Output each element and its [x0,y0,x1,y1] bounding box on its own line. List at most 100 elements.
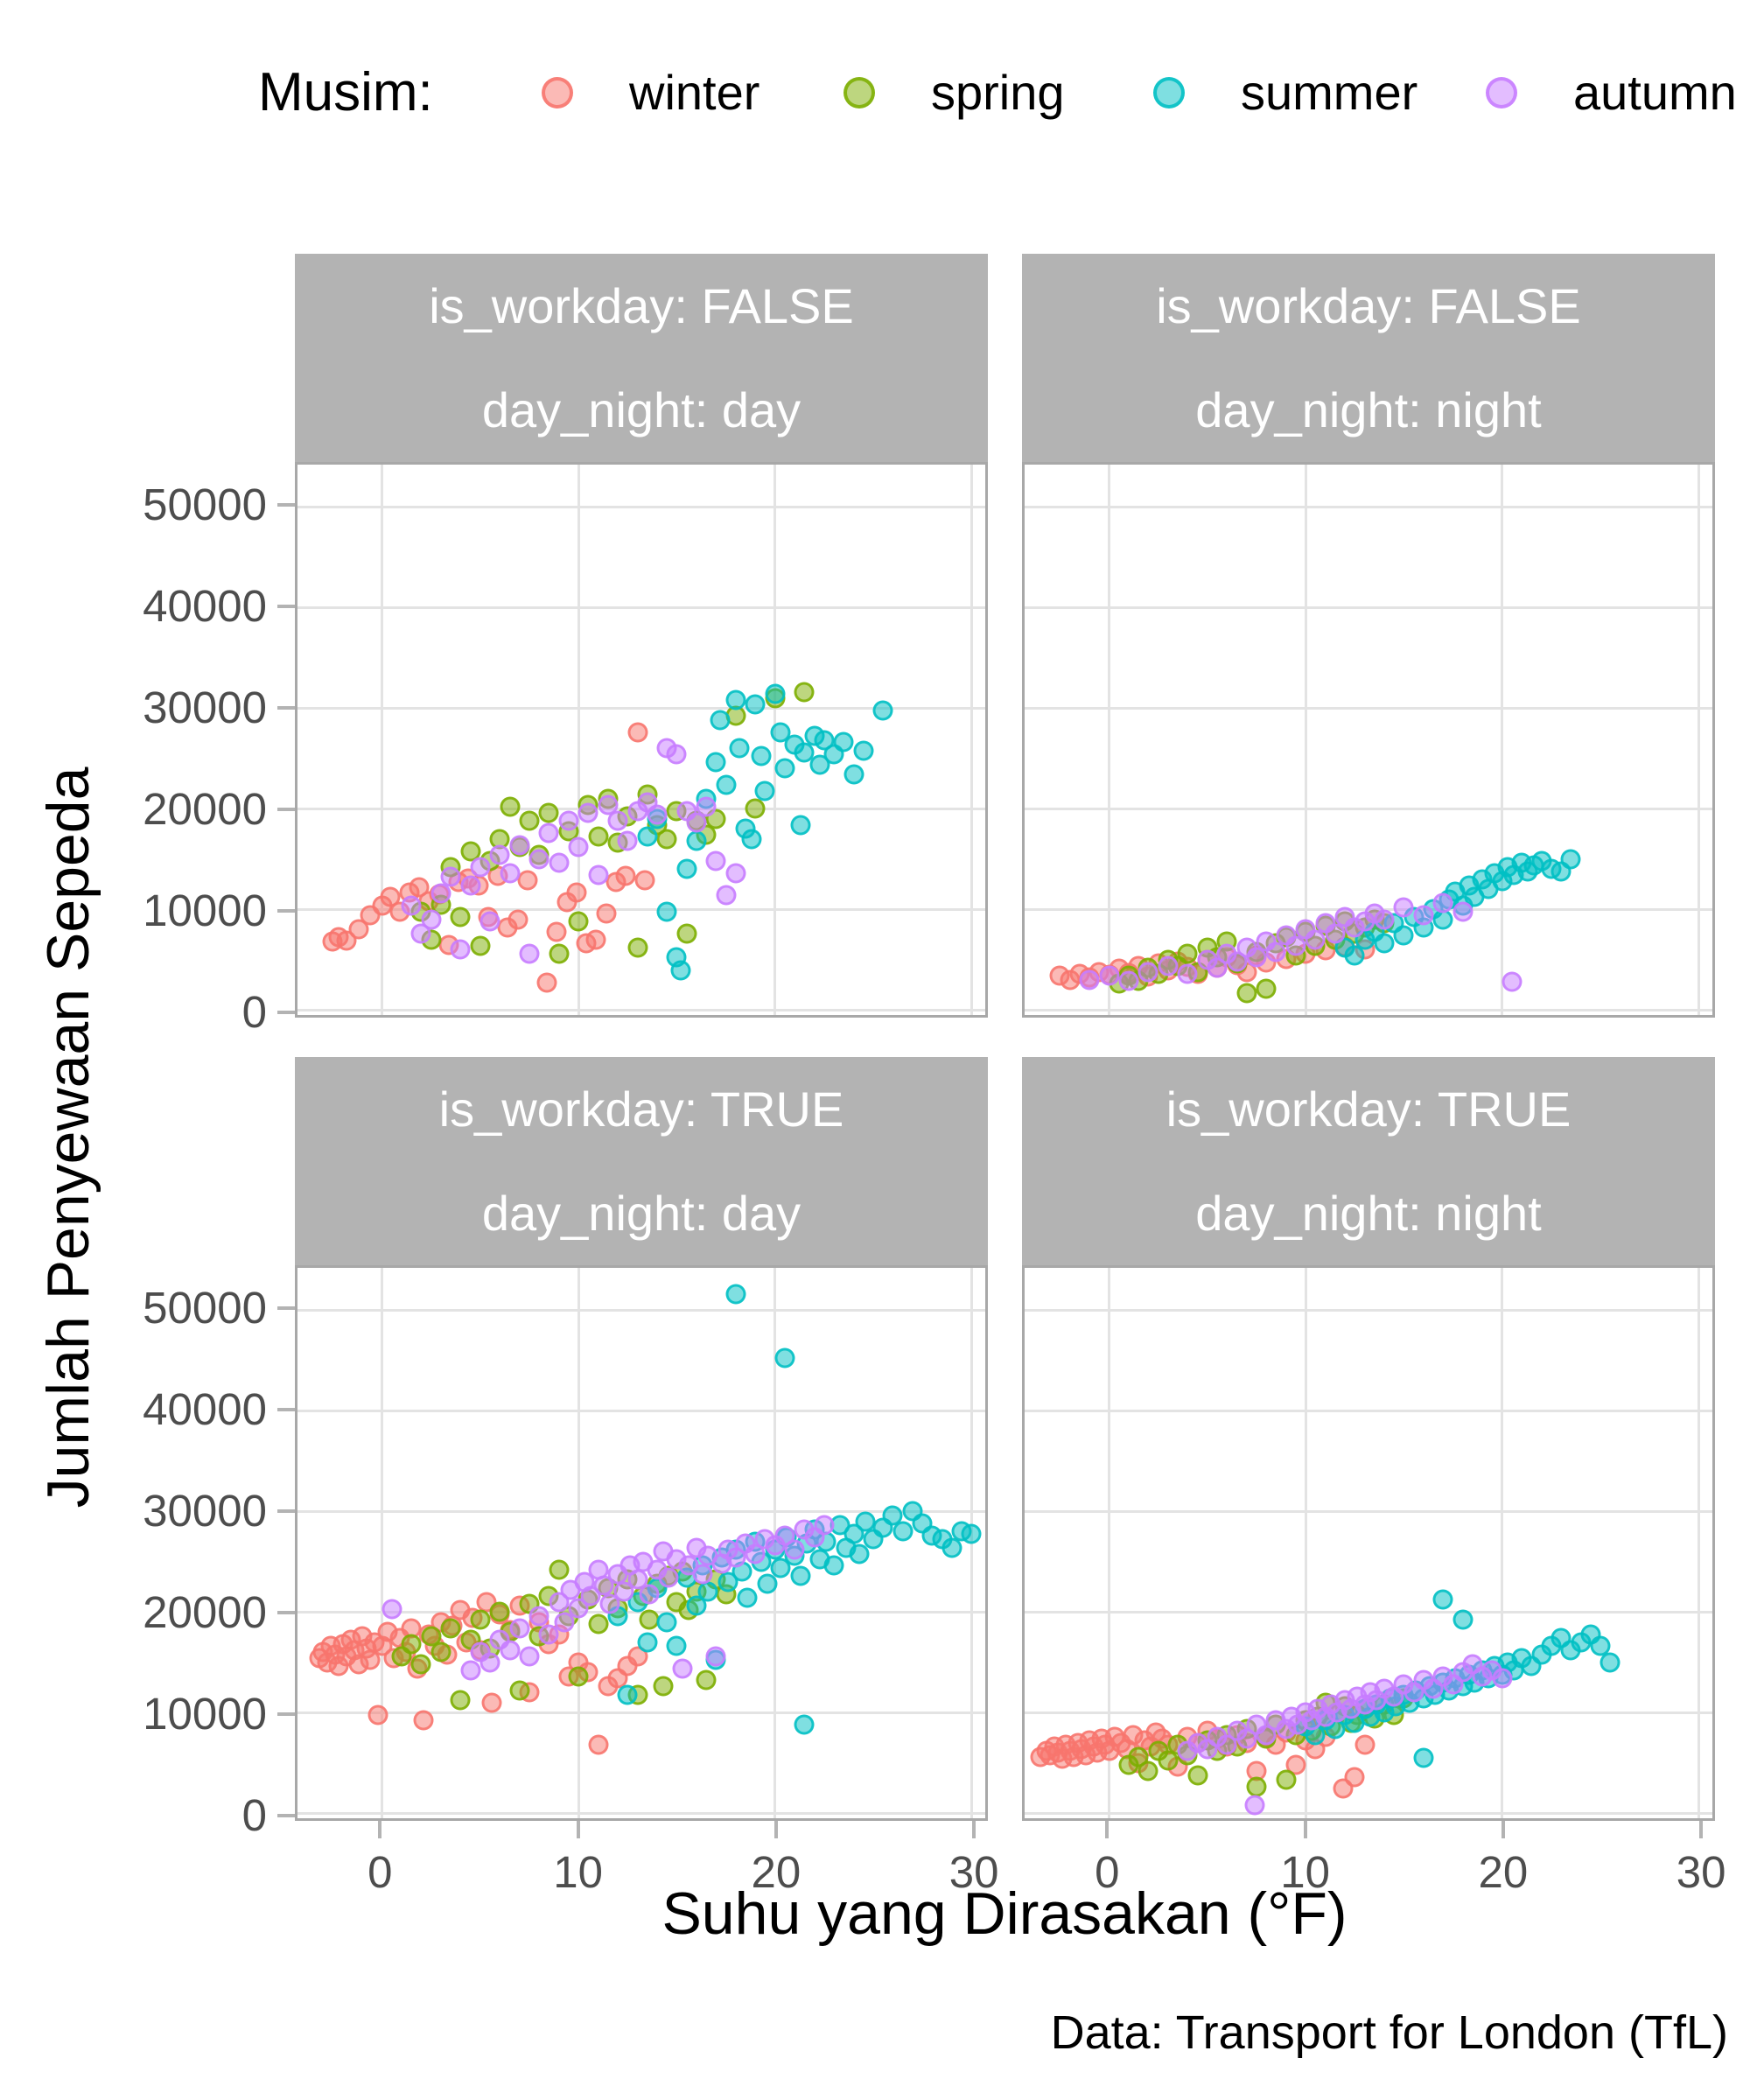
gridline-x [1697,465,1700,1015]
data-point-autumn [480,1652,500,1673]
data-point-autumn [666,744,687,765]
x-tick-label: 10 [1280,1847,1330,1897]
data-point-spring [1246,1776,1267,1797]
data-point-autumn [568,836,589,858]
gridline-y [1025,505,1712,508]
data-point-summer [710,710,731,731]
data-point-autumn [558,810,579,831]
data-point-summer [754,780,775,802]
data-point-summer [961,1523,982,1544]
strip-label-workday: is_workday: TRUE [438,1082,844,1137]
data-point-spring [1256,978,1277,999]
gridline-x [577,465,580,1015]
gridline-y [1025,1409,1712,1412]
data-point-spring [410,1654,431,1675]
gridline-y [298,606,985,609]
data-point-winter [615,865,636,886]
data-point-autumn [480,911,500,932]
y-tick-label: 30000 [143,1485,267,1536]
data-point-summer [823,1555,844,1576]
data-point-summer [1344,945,1365,966]
y-tick-mark [277,502,295,507]
data-point-autumn [672,1658,693,1679]
data-point-autumn [1502,971,1522,992]
data-point-summer [794,742,815,763]
x-tick-mark [972,1821,976,1838]
data-point-autumn [470,857,491,878]
data-point-autumn [1158,956,1179,976]
data-point-spring [745,798,766,819]
legend-label: autumn [1573,65,1737,120]
data-point-spring [421,1626,442,1647]
data-point-summer [1560,849,1581,870]
y-tick-label: 20000 [143,1587,267,1638]
x-tick-mark [1303,1821,1307,1838]
gridline-y [1025,1610,1712,1614]
y-tick-label: 0 [242,987,267,1038]
data-point-autumn [538,1624,559,1645]
data-point-summer [872,700,893,721]
data-point-spring [1276,1769,1297,1790]
data-point-spring [500,796,521,817]
data-point-summer [656,901,677,922]
y-tick-label: 40000 [143,580,267,631]
data-point-spring [450,1690,471,1711]
data-point-spring [588,1614,609,1634]
y-tick-mark [277,1011,295,1015]
data-point-summer [737,1587,758,1608]
data-point-spring [568,911,589,932]
x-tick-label: 20 [751,1847,802,1897]
data-point-autumn [489,844,510,865]
y-tick-mark [277,604,295,608]
data-point-autumn [1244,1795,1265,1816]
strip-label-daynight: day_night: day [481,1186,802,1241]
data-point-spring [440,1618,461,1639]
x-tick-mark [1699,1821,1704,1838]
data-point-autumn [814,1515,835,1536]
data-point-summer [637,1632,658,1653]
data-point-summer [770,1558,791,1578]
gridline-x [1501,1268,1504,1818]
data-point-autumn [607,810,628,831]
data-point-summer [853,740,874,761]
data-point-summer [774,758,795,779]
y-tick-label: 40000 [143,1383,267,1434]
data-point-spring [401,1634,422,1655]
data-point-autumn [588,864,609,886]
data-point-autumn [598,794,619,816]
facet-strip-true-night: is_workday: TRUE day_night: night [1022,1057,1715,1265]
panel-true-day [295,1265,988,1821]
data-point-spring [470,935,491,956]
data-point-autumn [1177,963,1198,984]
x-tick-label: 0 [1095,1847,1120,1897]
data-point-autumn [613,1581,634,1602]
data-point-autumn [519,1646,540,1667]
x-tick-label: 30 [1676,1847,1726,1897]
autumn-dot-icon [1486,77,1517,108]
data-point-summer [676,858,697,879]
data-point-summer [794,1714,815,1735]
y-tick-mark [277,1306,295,1310]
data-point-autumn [627,1569,648,1590]
y-tick-mark [277,1407,295,1411]
data-point-autumn [1432,892,1453,914]
data-point-autumn [509,1618,530,1639]
y-axis-title: Jumlah Penyewaan Sepeda [35,766,102,1508]
data-point-winter [1285,1754,1306,1775]
x-axis-title: Suhu yang Dirasakan (°F) [662,1880,1348,1947]
y-tick-mark [277,1508,295,1513]
data-point-spring [430,1642,452,1662]
gridline-y [298,1711,985,1714]
data-point-autumn [1325,923,1346,944]
strip-label-workday: is_workday: TRUE [1166,1082,1572,1137]
data-point-summer [725,690,746,710]
gridline-y [298,706,985,710]
data-point-spring [549,943,570,964]
y-tick-mark [277,808,295,812]
data-point-summer [757,1573,778,1594]
x-tick-mark [1501,1821,1505,1838]
data-point-summer [716,774,737,795]
data-point-spring [627,937,648,958]
legend-title: Musim: [258,62,433,122]
